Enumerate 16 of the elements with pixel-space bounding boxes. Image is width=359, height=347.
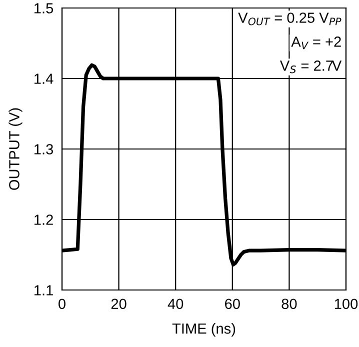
annotation: A$_{V}$ = +2 <box>291 36 341 50</box>
x-tick-label: 40 <box>168 298 184 310</box>
x-axis-title: TIME (ns) <box>172 323 236 337</box>
y-tick-label: 1.1 <box>34 285 53 296</box>
x-tick-label: 80 <box>282 298 297 310</box>
y-axis-title: OUTPUT (V) <box>8 108 22 190</box>
annotation: V$_{OUT}$ = 0.25 V$_{PP}$ <box>238 12 342 26</box>
x-tick-label: 60 <box>225 298 240 310</box>
y-tick-label: 1.2 <box>34 214 53 225</box>
x-tick-label: 20 <box>111 298 126 310</box>
annotation: V$_{S}$ = 2.7V <box>280 60 342 74</box>
y-tick-label: 1.4 <box>34 74 54 84</box>
x-tick-label: 100 <box>334 298 358 310</box>
y-tick-label: 1.5 <box>34 3 54 14</box>
y-tick-label: 1.3 <box>34 144 54 154</box>
x-tick-label: 0 <box>58 298 66 310</box>
